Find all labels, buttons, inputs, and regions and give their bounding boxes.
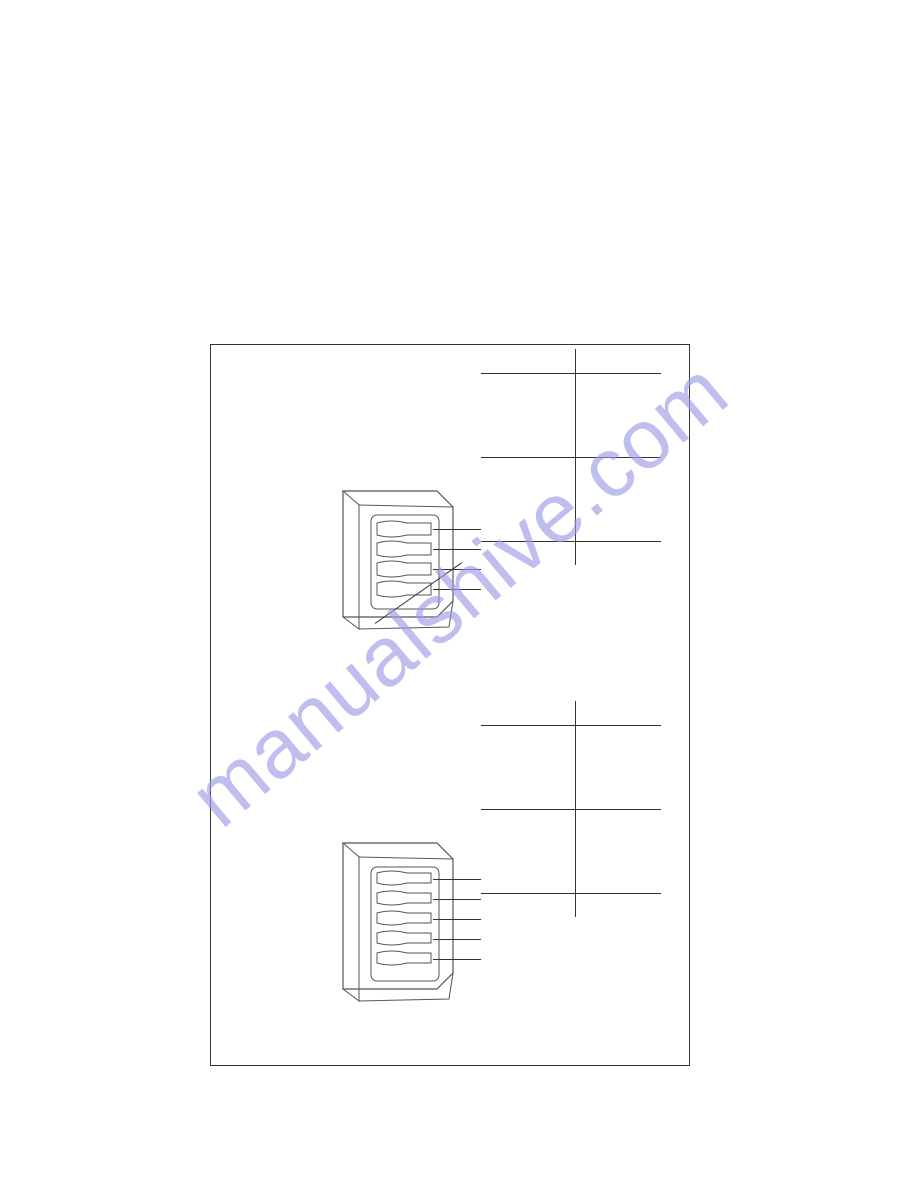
diagram-frame (210, 344, 690, 1066)
pin-lead (433, 549, 481, 550)
table-line (575, 701, 576, 917)
pin-lead (433, 919, 481, 920)
connector-lower (331, 835, 471, 1010)
pin-lead (433, 959, 481, 960)
pin-lead (433, 899, 481, 900)
connector-body-icon (331, 835, 471, 1005)
table-line (481, 893, 661, 894)
table-line (481, 373, 661, 374)
pin-lead (433, 939, 481, 940)
pin-lead (433, 529, 481, 530)
pin-lead (433, 879, 481, 880)
pin-lead (433, 589, 481, 590)
connector-body-icon (331, 483, 471, 633)
table-line (481, 541, 661, 542)
pin-lead (433, 569, 481, 570)
table-line (481, 809, 661, 810)
table-line (481, 457, 661, 458)
table-line (575, 349, 576, 565)
table-line (481, 725, 661, 726)
connector-upper (331, 483, 471, 638)
